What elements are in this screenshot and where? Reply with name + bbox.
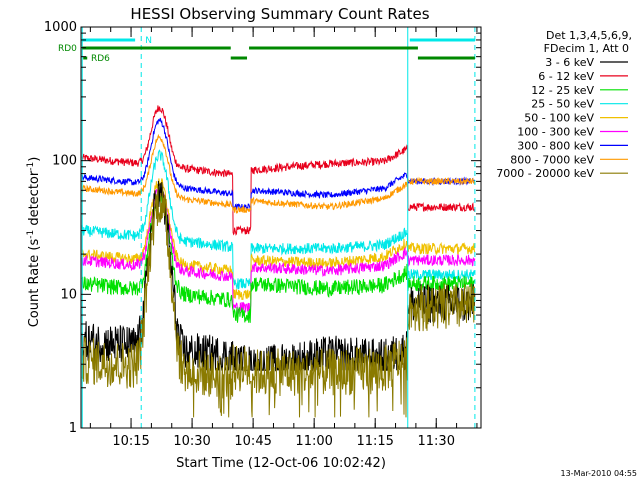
legend-entry-label-9: 7000 - 20000 keV bbox=[496, 167, 594, 180]
rd0-flag-label: RD0 bbox=[58, 44, 77, 54]
y-tick-label: 10 bbox=[60, 287, 77, 302]
flag-bars: N RD0 RD6 bbox=[58, 36, 475, 64]
series-line-2 bbox=[81, 105, 476, 236]
x-tick-label: 10:30 bbox=[173, 434, 210, 449]
y-axis-label-end: ) bbox=[27, 157, 42, 162]
x-tick-label: 11:00 bbox=[295, 434, 332, 449]
legend-entry-label-8: 800 - 7000 keV bbox=[510, 153, 594, 166]
x-tick-label: 11:30 bbox=[418, 434, 455, 449]
y-axis-label-mid: detector bbox=[27, 170, 42, 230]
series-line-4 bbox=[81, 149, 476, 290]
rd6-flag-label: RD6 bbox=[91, 54, 110, 64]
chart-title: HESSI Observing Summary Count Rates bbox=[130, 5, 429, 23]
x-tick-label: 11:15 bbox=[356, 434, 393, 449]
plot-frame bbox=[80, 26, 482, 429]
axes: Start Time (12-Oct-06 10:02:42) Count Ra… bbox=[26, 20, 482, 471]
y-axis-label-sup2: -1 bbox=[26, 162, 36, 171]
y-axis-label: Count Rate (s-1 detector-1) bbox=[26, 157, 42, 328]
series-line-6 bbox=[81, 187, 476, 314]
plot-area: N RD0 RD6 bbox=[58, 27, 476, 428]
legend-entry-label-6: 100 - 300 keV bbox=[517, 126, 594, 139]
y-tick-label: 1000 bbox=[44, 20, 77, 35]
y-tick-label: 1 bbox=[69, 421, 77, 436]
footer-date: 13-Mar-2010 04:55 bbox=[561, 469, 638, 478]
series-line-7 bbox=[81, 117, 476, 212]
y-tick-label: 100 bbox=[52, 154, 77, 169]
legend-entry-label-5: 50 - 100 keV bbox=[524, 112, 594, 125]
series-line-8 bbox=[81, 133, 475, 215]
legend-entry-label-2: 6 - 12 keV bbox=[538, 70, 594, 83]
legend-entry-label-4: 25 - 50 keV bbox=[531, 98, 594, 111]
legend-entry-label-1: 3 - 6 keV bbox=[545, 56, 594, 69]
legend-entry-label-7: 300 - 800 keV bbox=[517, 139, 594, 152]
night-flag-label: N bbox=[145, 36, 152, 46]
x-tick-label: 10:45 bbox=[234, 434, 271, 449]
legend: Det 1,3,4,5,6,9, FDecim 1, Att 0 3 - 6 k… bbox=[496, 29, 632, 180]
y-axis-label-main: Count Rate (s bbox=[27, 239, 42, 328]
y-axis-label-sup1: -1 bbox=[26, 230, 36, 239]
series-line-3 bbox=[81, 188, 476, 323]
legend-header-line-1: Det 1,3,4,5,6,9, bbox=[546, 29, 632, 42]
x-tick-label: 10:15 bbox=[112, 434, 149, 449]
x-axis-label: Start Time (12-Oct-06 10:02:42) bbox=[176, 456, 386, 471]
legend-header-line-2: FDecim 1, Att 0 bbox=[544, 42, 629, 55]
series-line-9 bbox=[81, 186, 476, 418]
legend-entry-label-3: 12 - 25 keV bbox=[531, 84, 594, 97]
